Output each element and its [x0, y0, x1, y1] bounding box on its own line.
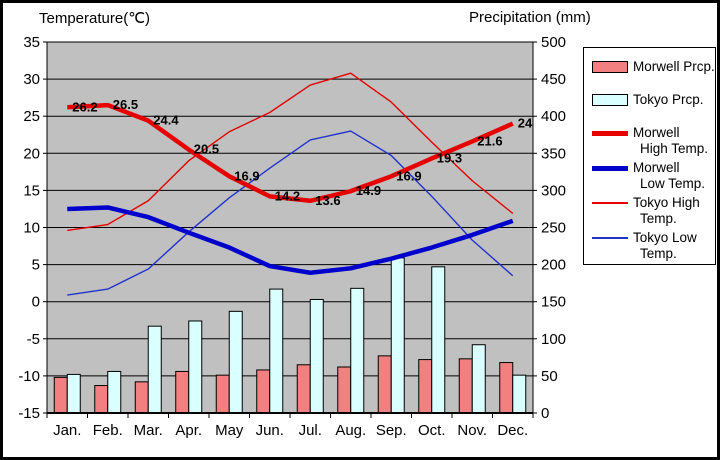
morwell-low-temp-line — [67, 205, 514, 276]
tokyo-prcp-bar — [431, 266, 446, 414]
morwell-high-temp-line — [67, 102, 514, 204]
morwell-high-temp-value-label: 16.9 — [396, 168, 421, 183]
morwell-prcp-bar — [418, 359, 433, 414]
morwell-high-temp-value-label: 21.6 — [477, 133, 502, 148]
morwell-high-temp-value-label: 20.5 — [194, 142, 219, 157]
month-label: Jun. — [256, 422, 284, 439]
legend-item-tokyo-low-temp: Tokyo Low Temp. — [592, 230, 713, 262]
legend-item-morwell-low-temp: Morwell Low Temp. — [592, 160, 713, 192]
precip-axis-tick-label: 100 — [541, 331, 566, 348]
morwell-high-temp-value-label: 24.4 — [153, 113, 179, 128]
tokyo-high-temp-line — [67, 72, 514, 232]
morwell-prcp-bar — [175, 370, 190, 414]
temp-axis-tick-label: -5 — [27, 331, 40, 348]
month-label: Feb. — [93, 422, 123, 439]
temp-axis-tick-label: -10 — [18, 368, 40, 385]
temp-axis-tick-label: 10 — [23, 220, 40, 237]
tokyo-prcp-swatch — [592, 94, 628, 106]
morwell-high-temp-swatch — [592, 131, 628, 136]
temp-axis-tick-label: 0 — [32, 294, 40, 311]
morwell-low-temp-swatch — [592, 166, 628, 171]
legend-item-tokyo-high-temp: Tokyo High Temp. — [592, 195, 713, 227]
precip-axis-tick-label: 450 — [541, 71, 566, 88]
legend-label: Tokyo Prcp. — [633, 92, 704, 107]
legend-label: Tokyo High Temp. — [633, 195, 700, 226]
legend-item-tokyo-prcp: Tokyo Prcp. — [592, 92, 713, 108]
month-label: Jan. — [53, 422, 81, 439]
morwell-high-temp-value-label: 24 — [518, 116, 533, 131]
legend-label: Morwell Prcp. — [633, 59, 715, 74]
legend-label: Morwell Low Temp. — [633, 160, 706, 191]
morwell-prcp-bar — [53, 376, 68, 414]
temp-axis-tick-label: 20 — [23, 145, 40, 162]
morwell-prcp-bar — [256, 369, 271, 414]
morwell-prcp-swatch — [592, 61, 628, 73]
temp-axis-tick-label: -15 — [18, 405, 40, 422]
month-label: Mar. — [134, 422, 163, 439]
legend-label: Tokyo Low Temp. — [633, 230, 697, 261]
precip-axis-tick-label: 250 — [541, 220, 566, 237]
morwell-prcp-bar — [296, 364, 311, 414]
month-label: Dec. — [497, 422, 528, 439]
precip-axis-tick-label: 400 — [541, 108, 566, 125]
precip-axis-tick-label: 150 — [541, 294, 566, 311]
tokyo-prcp-bar — [350, 287, 365, 414]
tokyo-prcp-bar — [107, 370, 122, 414]
morwell-high-temp-value-label: 26.5 — [113, 97, 138, 112]
legend: Morwell Prcp. Tokyo Prcp. Morwell High Te… — [583, 47, 716, 265]
tokyo-prcp-bar — [512, 374, 527, 414]
month-label: Oct. — [418, 422, 446, 439]
temp-axis-tick-label: 35 — [23, 34, 40, 51]
morwell-high-temp-value-label: 26.2 — [72, 99, 97, 114]
month-label: Sep. — [376, 422, 407, 439]
tokyo-low-temp-line — [67, 130, 514, 296]
temp-axis-tick-label: 5 — [32, 257, 40, 274]
tokyo-prcp-bar — [309, 298, 324, 414]
precipitation-axis-title: Precipitation (mm) — [469, 9, 591, 26]
month-label: Jul. — [299, 422, 322, 439]
temp-axis-tick-label: 25 — [23, 108, 40, 125]
tokyo-prcp-bar — [66, 373, 81, 414]
precip-axis-tick-label: 300 — [541, 182, 566, 199]
precip-axis-tick-label: 500 — [541, 34, 566, 51]
month-label: Nov. — [457, 422, 487, 439]
morwell-prcp-bar — [377, 355, 392, 414]
tokyo-prcp-bar — [228, 310, 243, 414]
month-label: Apr. — [175, 422, 202, 439]
month-label: Aug. — [335, 422, 366, 439]
morwell-prcp-bar — [337, 366, 352, 414]
temp-axis-tick-label: 30 — [23, 71, 40, 88]
tokyo-prcp-bar — [147, 325, 162, 414]
tokyo-prcp-bar — [471, 344, 486, 414]
morwell-prcp-bar — [134, 381, 149, 414]
tokyo-low-temp-swatch — [592, 237, 628, 239]
morwell-high-temp-value-label: 16.9 — [234, 168, 259, 183]
morwell-prcp-bar — [458, 358, 473, 414]
morwell-prcp-bar — [499, 362, 514, 414]
precip-axis-tick-label: 200 — [541, 257, 566, 274]
morwell-high-temp-value-label: 19.3 — [437, 150, 462, 165]
morwell-high-temp-value-label: 14.9 — [356, 183, 381, 198]
precip-axis-tick-label: 50 — [541, 368, 558, 385]
month-label: May — [215, 422, 244, 439]
legend-label: Morwell High Temp. — [633, 125, 709, 156]
precip-axis-tick-label: 350 — [541, 145, 566, 162]
morwell-high-temp-value-label: 14.2 — [275, 188, 300, 203]
precip-axis-tick-label: 0 — [541, 405, 549, 422]
temp-axis-tick-label: 15 — [23, 182, 40, 199]
temperature-axis-title: Temperature(℃) — [39, 10, 151, 27]
legend-item-morwell-prcp: Morwell Prcp. — [592, 59, 715, 75]
morwell-high-temp-value-label: 13.6 — [315, 193, 340, 208]
tokyo-prcp-bar — [188, 320, 203, 414]
legend-item-morwell-high-temp: Morwell High Temp. — [592, 125, 713, 157]
morwell-prcp-bar — [94, 385, 109, 414]
morwell-prcp-bar — [215, 374, 230, 414]
tokyo-prcp-bar — [390, 257, 405, 414]
tokyo-high-temp-swatch — [592, 202, 628, 204]
tokyo-prcp-bar — [269, 288, 284, 414]
